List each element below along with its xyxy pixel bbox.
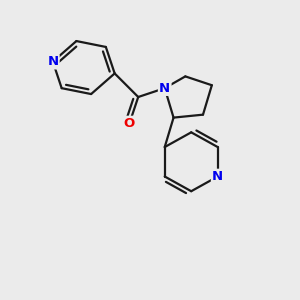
Text: N: N — [212, 170, 223, 183]
Text: O: O — [124, 117, 135, 130]
Text: N: N — [47, 55, 58, 68]
Text: N: N — [159, 82, 170, 95]
